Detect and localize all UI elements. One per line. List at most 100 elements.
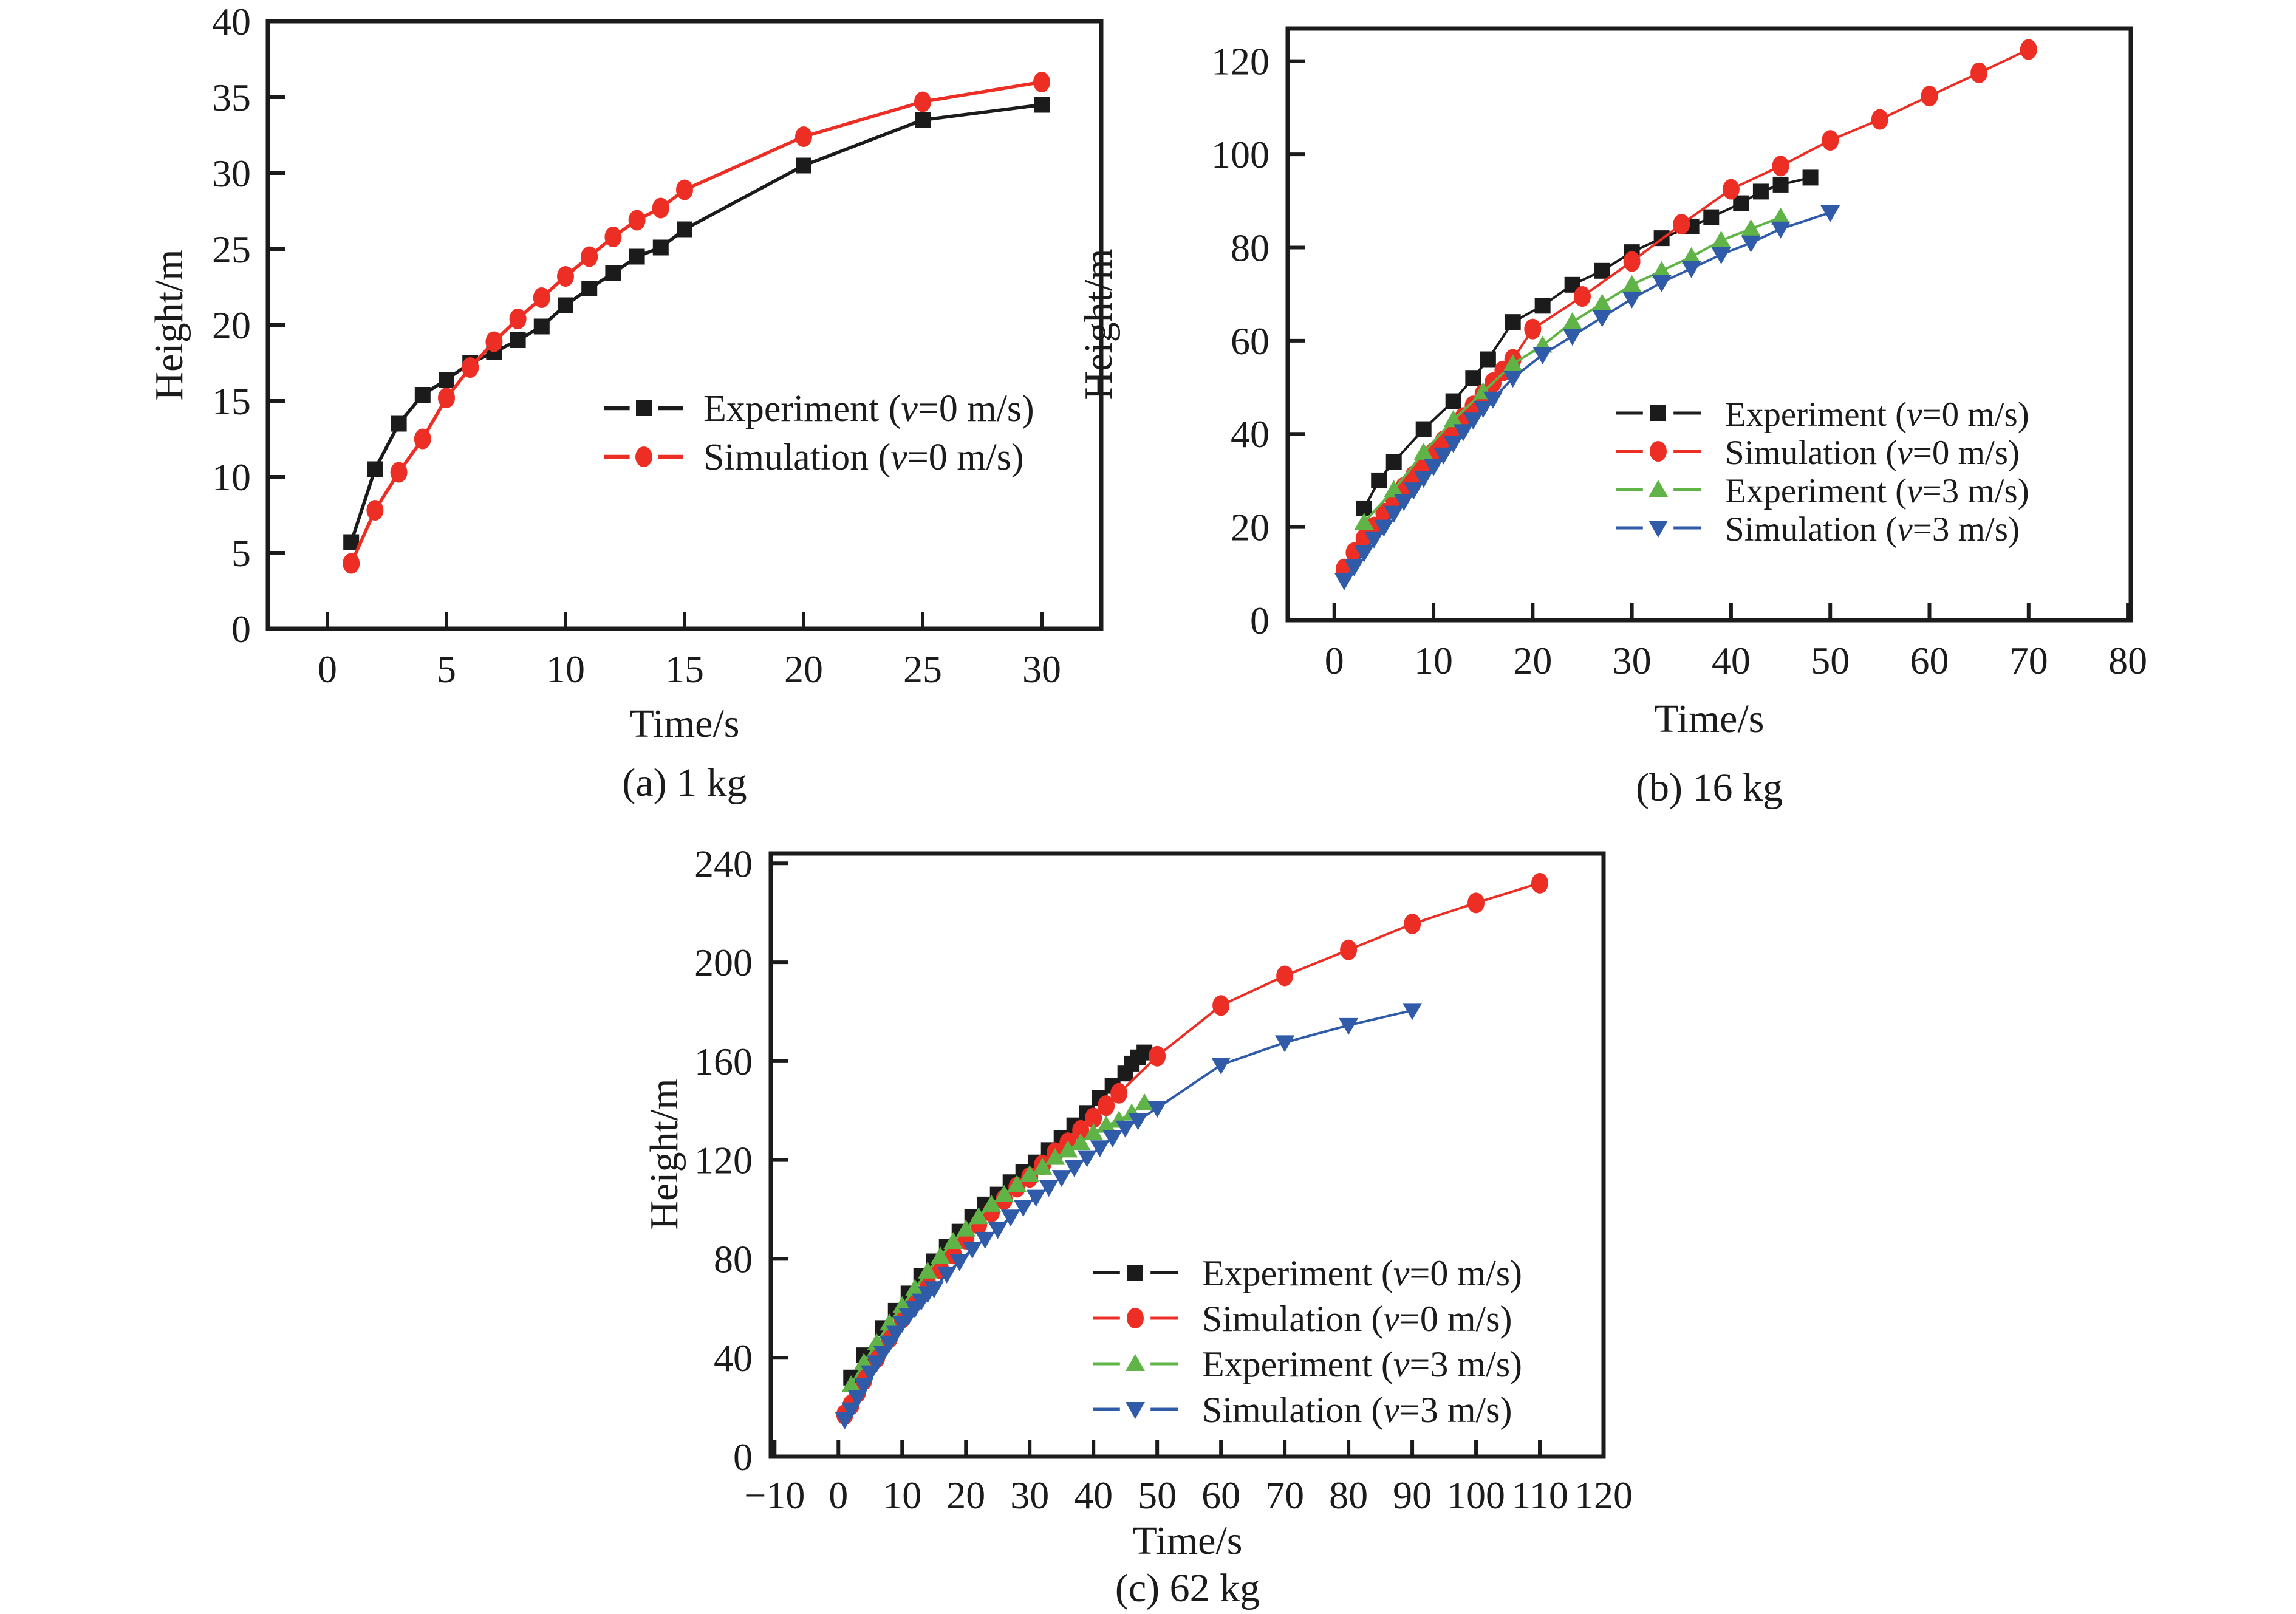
y-axis-label: Height/m (147, 249, 191, 400)
chart-caption: (c) 62 kg (1115, 1566, 1260, 1610)
marker-triangle-up (1135, 1093, 1155, 1111)
marker-circle (1921, 86, 1938, 107)
marker-triangle-down (854, 1377, 874, 1395)
marker-square (1465, 370, 1481, 386)
x-tick-label: 40 (1074, 1474, 1113, 1517)
marker-triangle-up (1741, 219, 1761, 236)
y-tick-label: 10 (212, 456, 251, 499)
marker-triangle-up (931, 1246, 951, 1264)
legend-label: Simulation (v=0 m/s) (1725, 434, 2020, 472)
marker-triangle-up (1649, 480, 1668, 497)
legend-entry: Simulation (v=3 m/s) (1616, 510, 2020, 549)
y-tick-label: 200 (694, 941, 753, 984)
y-tick-label: 30 (212, 152, 251, 195)
x-tick-label: 10 (546, 648, 585, 691)
series-simulation-v-3-m-s (1334, 205, 1840, 590)
marker-square (367, 461, 383, 477)
marker-triangle-down (988, 1222, 1008, 1239)
marker-circle (509, 309, 527, 329)
y-tick-label: 5 (231, 532, 251, 575)
marker-circle (628, 210, 646, 231)
marker-triangle-down (1354, 545, 1374, 563)
legend: Experiment (v=0 m/s)Simulation (v=0 m/s)… (1093, 1253, 1522, 1430)
marker-triangle-up (956, 1219, 976, 1237)
marker-triangle-down (1820, 205, 1840, 222)
marker-triangle-down (1077, 1150, 1097, 1168)
marker-triangle-down (1652, 275, 1672, 292)
legend-entry: Simulation (v=0 m/s) (604, 437, 1024, 478)
y-tick-label: 15 (212, 380, 251, 423)
marker-triangle-up (1007, 1175, 1027, 1192)
legend-label: Simulation (v=3 m/s) (1725, 510, 2020, 549)
marker-circle (1524, 318, 1542, 340)
marker-triangle-down (1771, 221, 1791, 239)
marker-triangle-down (949, 1254, 969, 1271)
legend: Experiment (v=0 m/s)Simulation (v=0 m/s)… (1616, 395, 2029, 549)
x-tick-label: 120 (1574, 1474, 1633, 1517)
x-tick-label: 30 (1010, 1474, 1049, 1517)
legend-label: Experiment (v=3 m/s) (1202, 1344, 1522, 1384)
x-tick-label: 80 (2108, 639, 2147, 682)
x-tick-label: 0 (318, 648, 337, 691)
marker-triangle-down (1532, 347, 1553, 364)
marker-triangle-up (905, 1279, 925, 1296)
chart-caption: (a) 1 kg (622, 761, 747, 805)
marker-triangle-down (1413, 471, 1433, 488)
marker-square (1534, 298, 1551, 314)
marker-circle (1772, 156, 1789, 177)
legend-entry: Experiment (v=0 m/s) (1616, 395, 2029, 434)
marker-triangle-down (1275, 1035, 1295, 1053)
marker-triangle-up (1443, 410, 1463, 428)
legend-label: Experiment (v=3 m/s) (1725, 472, 2029, 510)
marker-triangle-down (1000, 1209, 1020, 1227)
y-tick-label: 0 (1250, 599, 1269, 642)
x-axis-label: Time/s (630, 702, 740, 746)
marker-square (1127, 1265, 1143, 1281)
legend-entry: Experiment (v=0 m/s) (1093, 1253, 1522, 1293)
marker-square (605, 265, 621, 281)
marker-triangle-up (1071, 1133, 1091, 1151)
marker-triangle-down (1404, 482, 1424, 500)
marker-triangle-down (1424, 459, 1444, 476)
x-tick-label: 10 (883, 1474, 921, 1517)
x-tick-label: 50 (1811, 639, 1850, 682)
marker-square (1385, 454, 1402, 470)
marker-triangle-up (1096, 1115, 1116, 1133)
marker-circle (1650, 441, 1667, 462)
marker-triangle-up (982, 1194, 1002, 1212)
marker-circle (1623, 251, 1641, 272)
legend-entry: Experiment (v=3 m/s) (1093, 1344, 1522, 1384)
series-simulation-v-0-m-s (836, 872, 1549, 1425)
y-tick-label: 40 (714, 1336, 753, 1380)
x-tick-label: 80 (1329, 1474, 1368, 1517)
y-tick-label: 20 (1231, 506, 1269, 549)
x-tick-label: 15 (665, 648, 704, 691)
marker-triangle-down (1403, 1003, 1423, 1021)
marker-triangle-up (841, 1375, 861, 1392)
x-tick-label: 0 (1325, 639, 1344, 682)
marker-square (1650, 405, 1666, 421)
marker-triangle-down (1090, 1140, 1110, 1158)
marker-triangle-up (1652, 261, 1672, 278)
series-experiment-v-3-m-s (1354, 207, 1791, 530)
marker-triangle-up (918, 1261, 938, 1279)
marker-triangle-down (1649, 521, 1668, 538)
chart-caption: (b) 16 kg (1636, 765, 1783, 810)
marker-circle (676, 179, 693, 200)
x-tick-label: 60 (1910, 639, 1949, 682)
marker-triangle-down (1433, 447, 1454, 465)
marker-circle (343, 553, 360, 574)
marker-square (629, 248, 645, 265)
marker-triangle-up (1045, 1147, 1065, 1165)
marker-triangle-down (937, 1266, 957, 1284)
marker-triangle-down (1483, 391, 1503, 409)
marker-square (1371, 472, 1387, 488)
marker-triangle-up (1058, 1140, 1078, 1158)
marker-triangle-down (975, 1231, 995, 1249)
marker-circle (462, 357, 479, 378)
x-tick-label: 20 (784, 648, 823, 691)
legend-entry: Simulation (v=3 m/s) (1093, 1390, 1512, 1430)
axis-box (768, 851, 1606, 1459)
plot-area-c: −10 0 10 20 30 40 50 60 70 80 90 100 110 120040801201… (694, 842, 1633, 1517)
